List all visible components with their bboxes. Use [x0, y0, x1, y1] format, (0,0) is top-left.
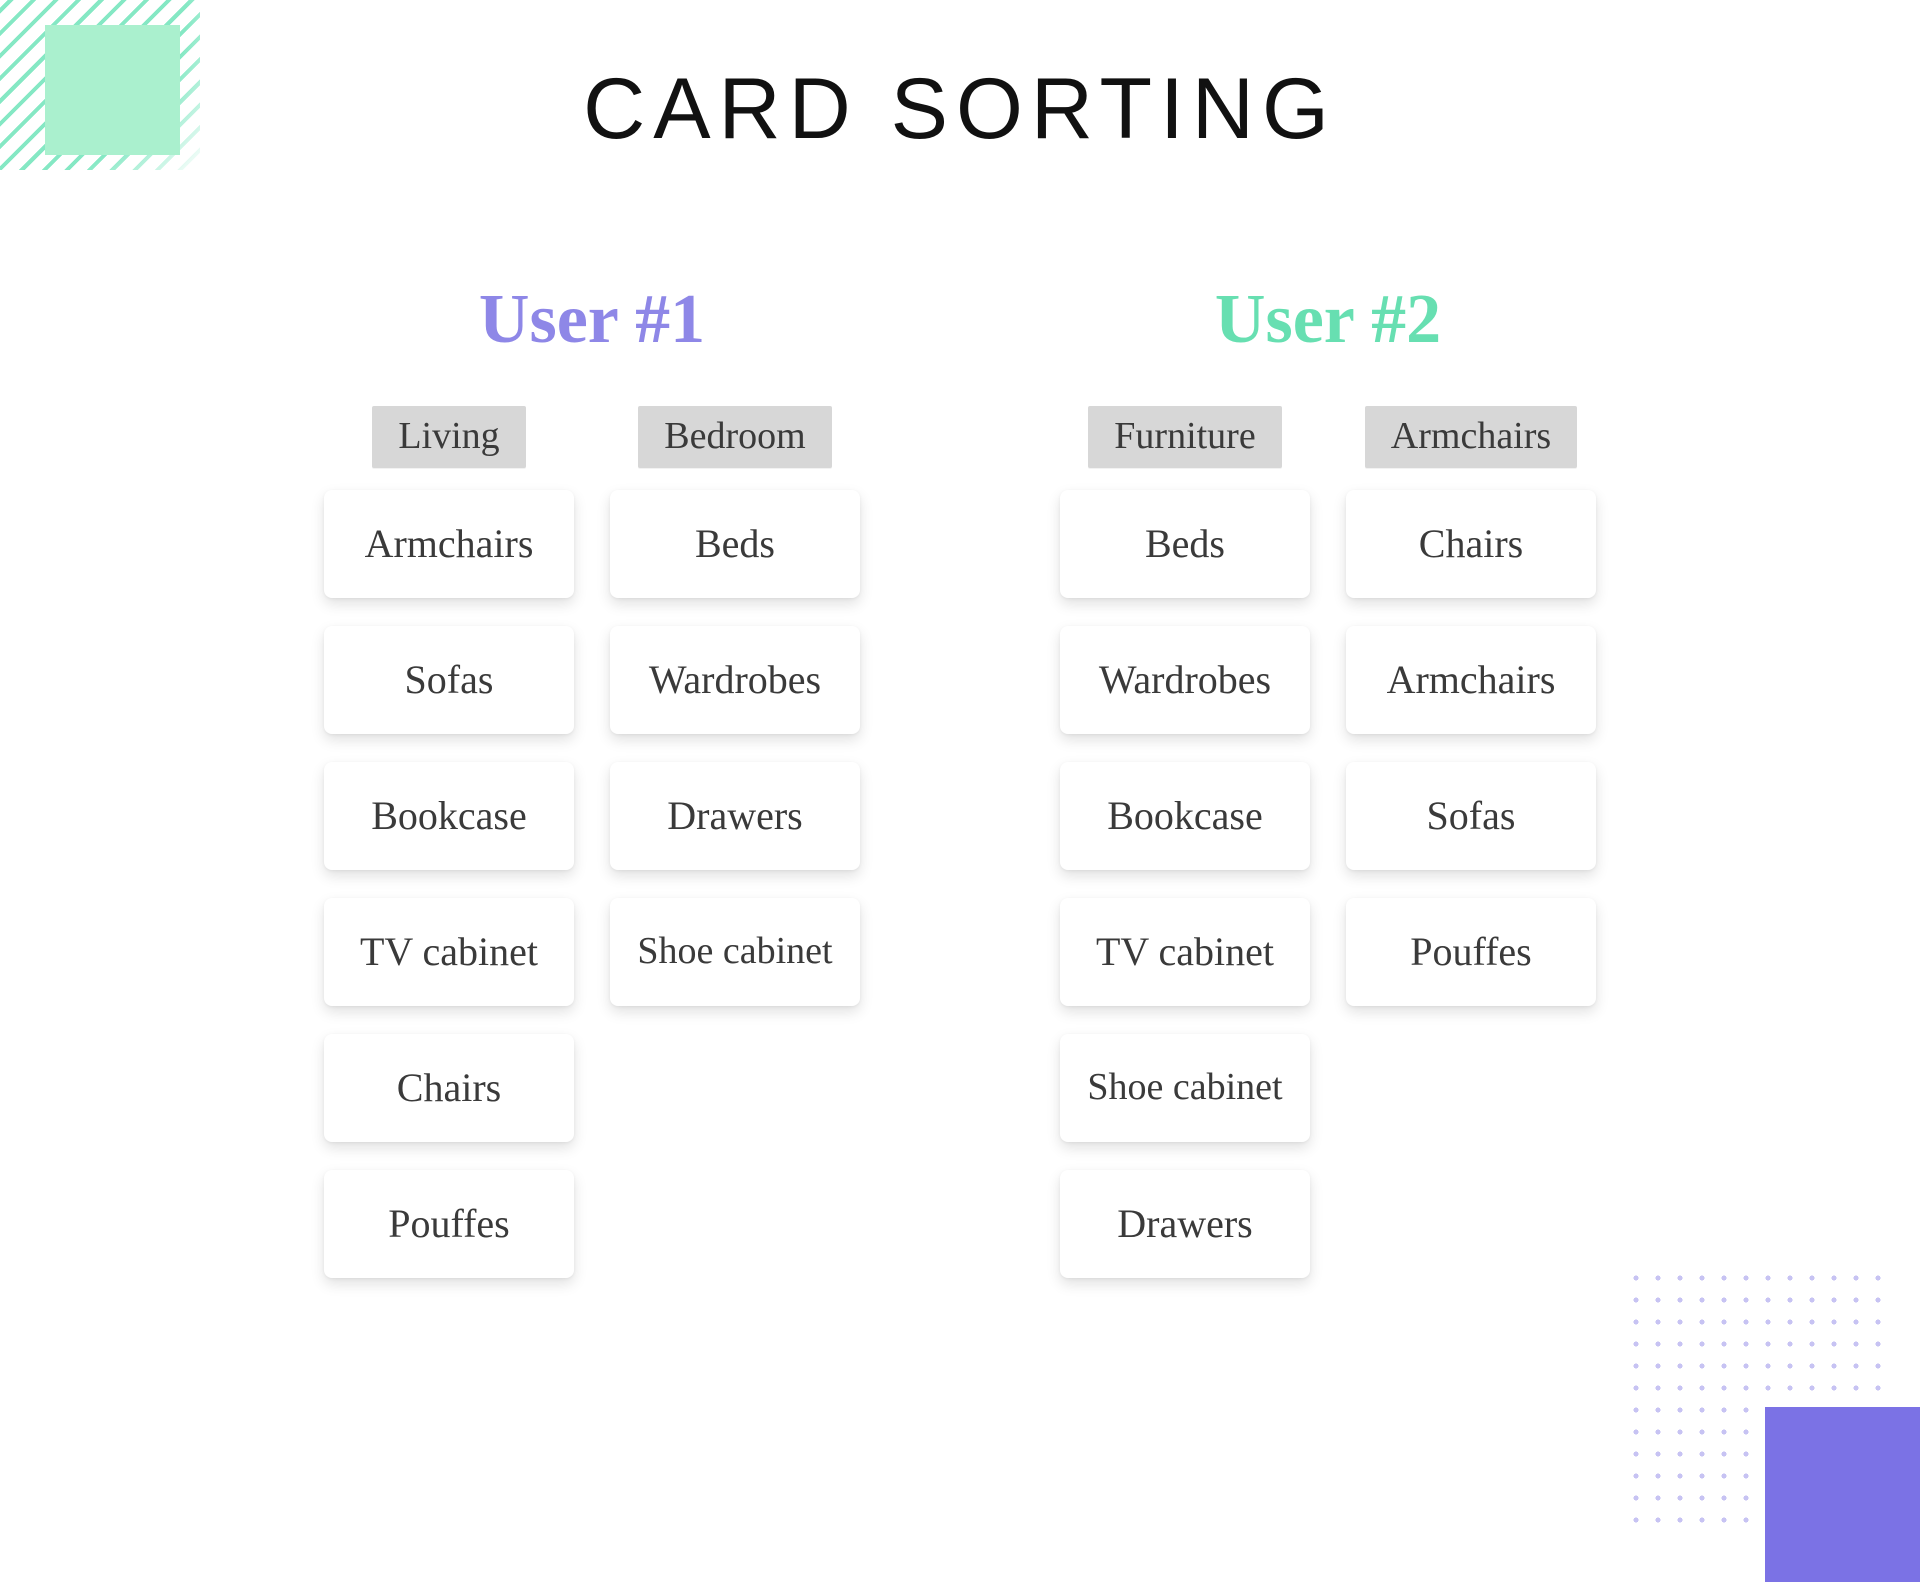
user-2-columns: Furniture Beds Wardrobes Bookcase TV cab…: [1060, 406, 1596, 1278]
card[interactable]: Beds: [610, 490, 860, 598]
user-block-2: User #2 Furniture Beds Wardrobes Bookcas…: [1060, 280, 1596, 1278]
card[interactable]: Chairs: [1346, 490, 1596, 598]
card[interactable]: Wardrobes: [610, 626, 860, 734]
card[interactable]: Shoe cabinet: [610, 898, 860, 1006]
card[interactable]: Beds: [1060, 490, 1310, 598]
card[interactable]: Chairs: [324, 1034, 574, 1142]
card[interactable]: TV cabinet: [324, 898, 574, 1006]
user-1-col-living: Living Armchairs Sofas Bookcase TV cabin…: [324, 406, 574, 1278]
card[interactable]: Drawers: [610, 762, 860, 870]
card[interactable]: Armchairs: [324, 490, 574, 598]
user-2-col-armchairs: Armchairs Chairs Armchairs Sofas Pouffes: [1346, 406, 1596, 1278]
user-2-col-furniture: Furniture Beds Wardrobes Bookcase TV cab…: [1060, 406, 1310, 1278]
card[interactable]: Drawers: [1060, 1170, 1310, 1278]
page-title: CARD SORTING: [0, 60, 1920, 159]
purple-square: [1765, 1407, 1920, 1582]
category-label[interactable]: Living: [372, 406, 525, 468]
card[interactable]: Wardrobes: [1060, 626, 1310, 734]
category-label[interactable]: Bedroom: [638, 406, 831, 468]
category-label[interactable]: Furniture: [1088, 406, 1281, 468]
canvas: CARD SORTING User #1 Living Armchairs So…: [0, 0, 1920, 1562]
card[interactable]: Bookcase: [1060, 762, 1310, 870]
card[interactable]: Shoe cabinet: [1060, 1034, 1310, 1142]
card[interactable]: Bookcase: [324, 762, 574, 870]
users-row: User #1 Living Armchairs Sofas Bookcase …: [0, 280, 1920, 1278]
user-block-1: User #1 Living Armchairs Sofas Bookcase …: [324, 280, 860, 1278]
user-1-heading: User #1: [479, 280, 705, 360]
card[interactable]: Armchairs: [1346, 626, 1596, 734]
category-label[interactable]: Armchairs: [1365, 406, 1577, 468]
card[interactable]: Pouffes: [1346, 898, 1596, 1006]
user-2-heading: User #2: [1215, 280, 1441, 360]
user-1-col-bedroom: Bedroom Beds Wardrobes Drawers Shoe cabi…: [610, 406, 860, 1278]
card[interactable]: TV cabinet: [1060, 898, 1310, 1006]
card[interactable]: Sofas: [1346, 762, 1596, 870]
user-1-columns: Living Armchairs Sofas Bookcase TV cabin…: [324, 406, 860, 1278]
card[interactable]: Sofas: [324, 626, 574, 734]
decoration-bottom-right: [1600, 1272, 1920, 1582]
dot-grid: [1625, 1267, 1885, 1527]
card[interactable]: Pouffes: [324, 1170, 574, 1278]
